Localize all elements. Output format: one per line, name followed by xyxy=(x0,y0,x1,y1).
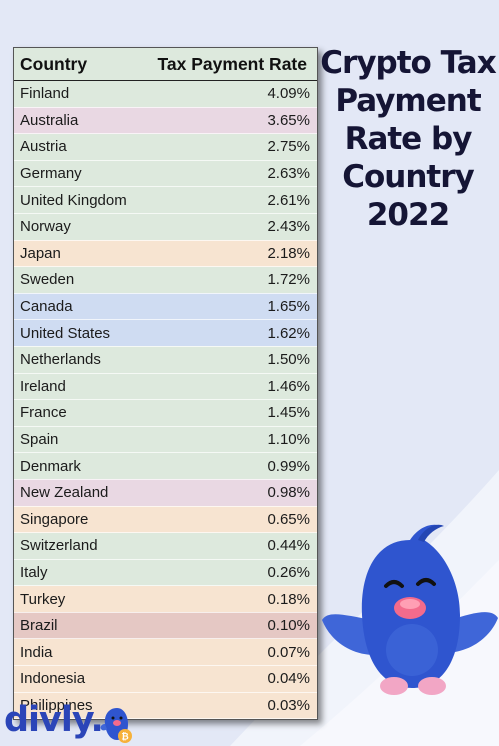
rate-cell: 0.98% xyxy=(140,479,317,507)
country-cell: Finland xyxy=(14,80,141,108)
rate-cell: 2.75% xyxy=(140,133,317,161)
table-row: India 0.07% xyxy=(14,638,317,667)
title-line: Payment xyxy=(335,83,481,119)
rate-cell: 1.62% xyxy=(140,319,317,347)
svg-text:₿: ₿ xyxy=(121,732,128,743)
rate-cell: 1.50% xyxy=(140,346,317,374)
country-cell: Norway xyxy=(14,213,141,241)
title-line: Crypto Tax xyxy=(320,45,496,81)
table-row: United States 1.62% xyxy=(14,319,317,347)
rate-cell: 0.99% xyxy=(140,452,317,480)
rate-cell: 0.44% xyxy=(140,532,317,560)
title-line: Country xyxy=(342,159,475,195)
rate-cell: 0.03% xyxy=(140,692,317,720)
table-row: Finland 4.09% xyxy=(14,80,317,108)
table-row: Ireland 1.46% xyxy=(14,373,317,401)
country-cell: Ireland xyxy=(14,373,141,401)
country-cell: United States xyxy=(14,319,141,347)
country-cell: Brazil xyxy=(14,612,141,640)
country-cell: Turkey xyxy=(14,585,141,613)
title-line: 2022 xyxy=(366,197,450,233)
table-row: Spain 1.10% xyxy=(14,426,317,454)
rate-cell: 1.65% xyxy=(140,293,317,321)
country-cell: Canada xyxy=(14,293,141,321)
rate-cell: 2.63% xyxy=(140,160,317,188)
rate-cell: 0.10% xyxy=(140,612,317,640)
table-row: Netherlands 1.50% xyxy=(14,346,317,374)
rate-cell: 2.43% xyxy=(140,213,317,241)
tax-rate-table: Country Tax Payment Rate Finland 4.09% Aus… xyxy=(13,47,318,721)
table-row: Switzerland 0.44% xyxy=(14,532,317,560)
rate-cell: 1.72% xyxy=(140,266,317,294)
table-row: Philippines 0.03% xyxy=(14,692,317,720)
rate-cell: 0.07% xyxy=(140,638,317,667)
rate-cell: 0.18% xyxy=(140,585,317,613)
title-line: Rate by xyxy=(344,121,473,157)
page-title: Crypto Tax Payment Rate by Country 2022 xyxy=(318,44,498,234)
table-row: Japan 2.18% xyxy=(14,240,317,268)
rate-cell: 1.45% xyxy=(140,399,317,427)
country-cell: Italy xyxy=(14,559,141,587)
column-header-rate: Tax Payment Rate xyxy=(140,48,317,81)
country-cell: Indonesia xyxy=(14,665,141,693)
table-row: Italy 0.26% xyxy=(14,559,317,587)
rate-cell: 2.61% xyxy=(140,186,317,214)
bitcoin-bird-icon: ₿ xyxy=(100,708,132,743)
country-cell: United Kingdom xyxy=(14,186,141,214)
country-cell: New Zealand xyxy=(14,479,141,507)
country-cell: Denmark xyxy=(14,452,141,480)
brand-logo: divly. xyxy=(4,700,104,740)
country-cell: Australia xyxy=(14,107,141,135)
table-row: Austria 2.75% xyxy=(14,133,317,161)
table-row: Norway 2.43% xyxy=(14,213,317,241)
country-cell: Spain xyxy=(14,426,141,454)
rate-cell: 1.10% xyxy=(140,426,317,454)
rate-cell: 2.18% xyxy=(140,240,317,268)
country-cell: Philippines xyxy=(14,692,141,720)
table-row: Denmark 0.99% xyxy=(14,452,317,480)
table-row: Sweden 1.72% xyxy=(14,266,317,294)
country-cell: Japan xyxy=(14,240,141,268)
rate-cell: 0.04% xyxy=(140,665,317,693)
table-row: Turkey 0.18% xyxy=(14,585,317,613)
country-cell: France xyxy=(14,399,141,427)
table-row: Indonesia 0.04% xyxy=(14,665,317,693)
country-cell: Switzerland xyxy=(14,532,141,560)
country-cell: Austria xyxy=(14,133,141,161)
rate-cell: 0.65% xyxy=(140,506,317,534)
rate-cell: 4.09% xyxy=(140,80,317,108)
table-row: Brazil 0.10% xyxy=(14,612,317,640)
table-row: Australia 3.65% xyxy=(14,107,317,135)
rate-cell: 0.26% xyxy=(140,559,317,587)
column-header-country: Country xyxy=(14,48,141,81)
country-cell: India xyxy=(14,638,141,667)
table-row: Canada 1.65% xyxy=(14,293,317,321)
table-row: United Kingdom 2.61% xyxy=(14,186,317,214)
table-row: France 1.45% xyxy=(14,399,317,427)
country-cell: Germany xyxy=(14,160,141,188)
table-row: New Zealand 0.98% xyxy=(14,479,317,507)
country-cell: Netherlands xyxy=(14,346,141,374)
country-cell: Singapore xyxy=(14,506,141,534)
table-row: Germany 2.63% xyxy=(14,160,317,188)
blue-bird-mascot-icon xyxy=(322,524,498,695)
table-body: Finland 4.09% Australia 3.65% Austria 2.75% Ge… xyxy=(14,80,317,720)
table-row: Singapore 0.65% xyxy=(14,506,317,534)
table-header-row: Country Tax Payment Rate xyxy=(14,48,317,81)
rate-cell: 3.65% xyxy=(140,107,317,135)
rate-cell: 1.46% xyxy=(140,373,317,401)
country-cell: Sweden xyxy=(14,266,141,294)
